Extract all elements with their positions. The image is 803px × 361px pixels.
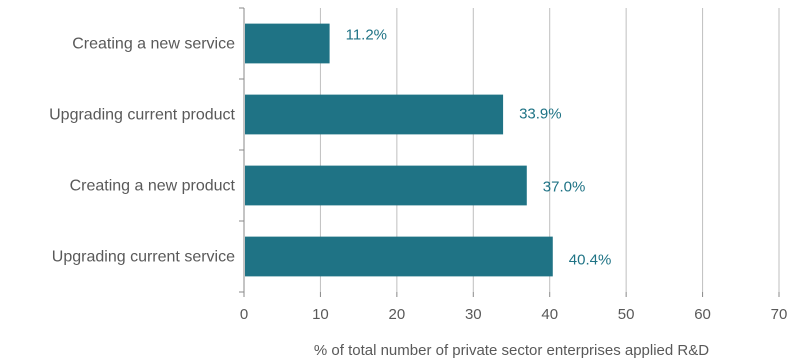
category-label: Upgrading current service <box>52 249 235 266</box>
x-tick-label: 40 <box>541 306 558 323</box>
category-label: Upgrading current product <box>49 107 235 124</box>
bar <box>245 165 527 206</box>
bar <box>245 236 553 277</box>
x-tick-label: 0 <box>240 306 248 323</box>
data-label: 33.9% <box>519 106 562 123</box>
x-axis: 0 10 20 30 40 50 60 70 <box>239 7 788 323</box>
x-tick-label: 50 <box>618 306 635 323</box>
x-tick-label: 10 <box>312 306 329 323</box>
data-labels: 11.2% 33.9% 37.0% 40.4% <box>346 27 612 269</box>
gridlines <box>319 8 780 292</box>
x-tick-label: 60 <box>694 306 711 323</box>
bar <box>245 94 504 135</box>
category-label: Creating a new service <box>72 36 235 53</box>
x-axis-title: % of total number of private sector ente… <box>314 342 709 359</box>
category-labels: Creating a new service Upgrading current … <box>49 36 235 266</box>
x-tick-label: 70 <box>771 306 788 323</box>
category-label: Creating a new product <box>70 178 236 195</box>
x-tick-label: 20 <box>389 306 406 323</box>
data-label: 40.4% <box>569 252 612 269</box>
bar <box>245 23 330 64</box>
bars <box>245 23 553 277</box>
data-label: 11.2% <box>346 27 387 44</box>
data-label: 37.0% <box>543 179 586 196</box>
x-tick-label: 30 <box>465 306 482 323</box>
